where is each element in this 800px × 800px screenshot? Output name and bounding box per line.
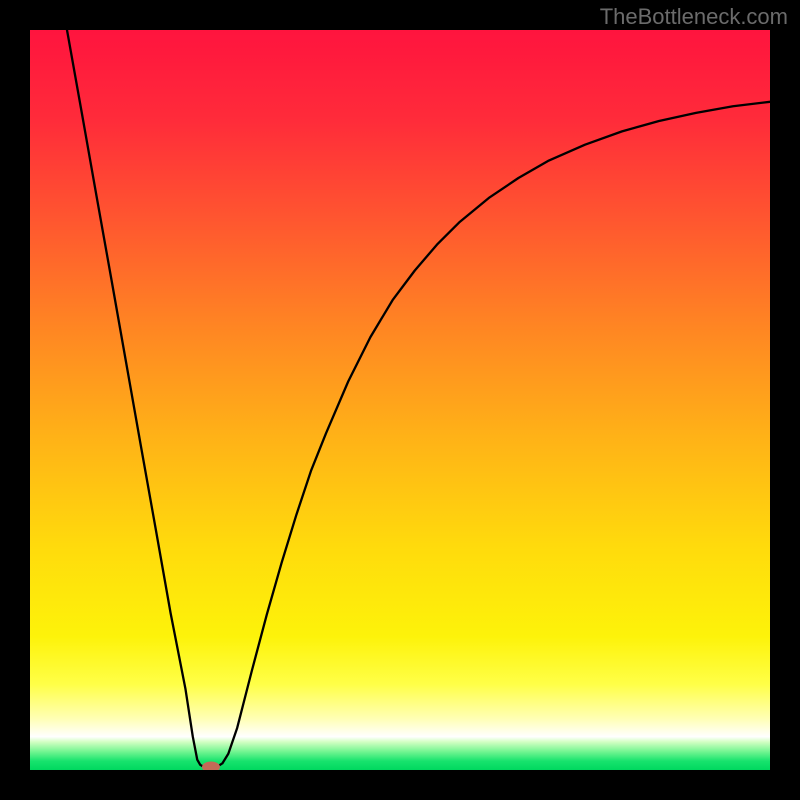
- plot-area: [30, 30, 770, 770]
- watermark-text: TheBottleneck.com: [600, 4, 788, 30]
- minimum-marker: [202, 762, 220, 770]
- bottleneck-curve: [30, 30, 770, 770]
